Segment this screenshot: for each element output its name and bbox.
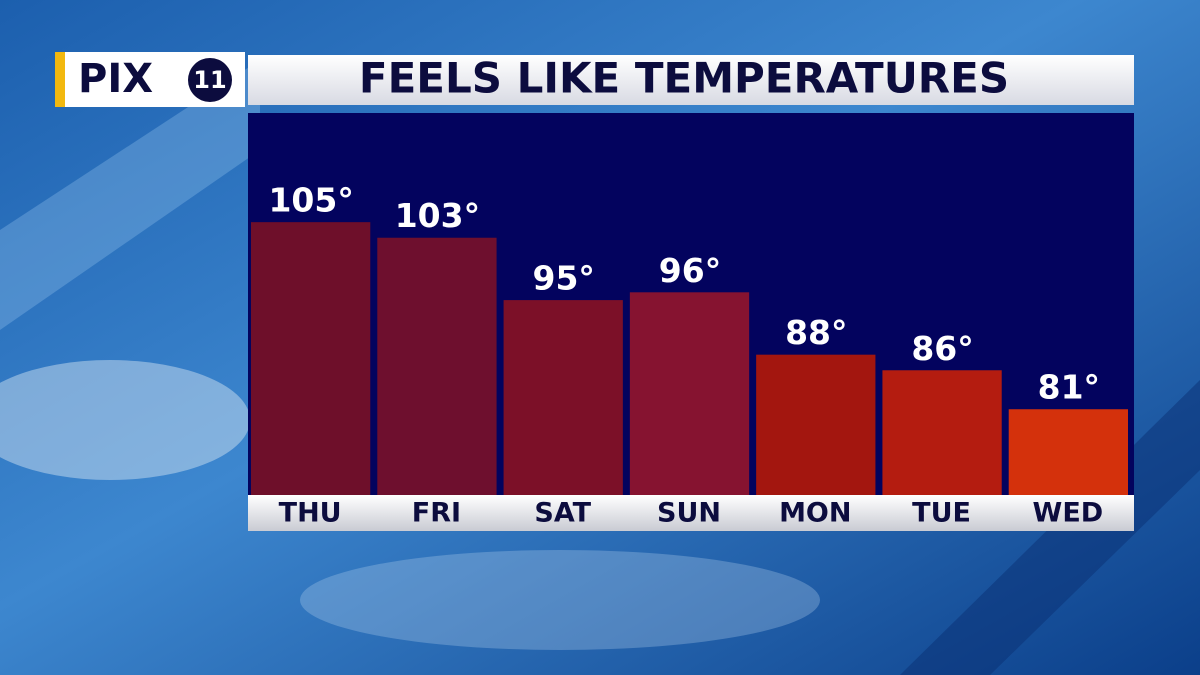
x-tick-label: TUE [912,498,971,529]
value-label: 105° [268,181,353,220]
logo-stripe [55,52,65,107]
title-bar [248,55,1134,105]
cloud [0,360,250,480]
label-strip [248,495,1134,531]
bar [629,292,750,495]
chart-title: FEELS LIKE TEMPERATURES [359,54,1009,103]
logo-number: 11 [193,66,226,94]
background-shape [0,60,260,330]
value-label: 81° [1038,368,1100,407]
value-label: 103° [395,196,480,235]
bar [377,237,497,496]
value-label: 96° [659,251,721,290]
bar [251,222,371,495]
value-label: 86° [911,329,973,368]
cloud [300,550,820,650]
x-tick-label: SAT [534,498,591,529]
bar [756,354,876,495]
x-tick-label: THU [279,498,342,529]
x-tick-label: MON [779,498,851,529]
x-tick-label: WED [1033,498,1104,529]
x-tick-label: FRI [412,498,461,529]
value-label: 88° [785,313,847,352]
value-label: 95° [532,259,594,298]
bar [1008,409,1128,495]
bar [882,370,1002,495]
bar [503,300,623,495]
x-tick-label: SUN [657,498,721,529]
logo-circle [188,58,232,102]
logo-text: PIX [78,56,153,102]
